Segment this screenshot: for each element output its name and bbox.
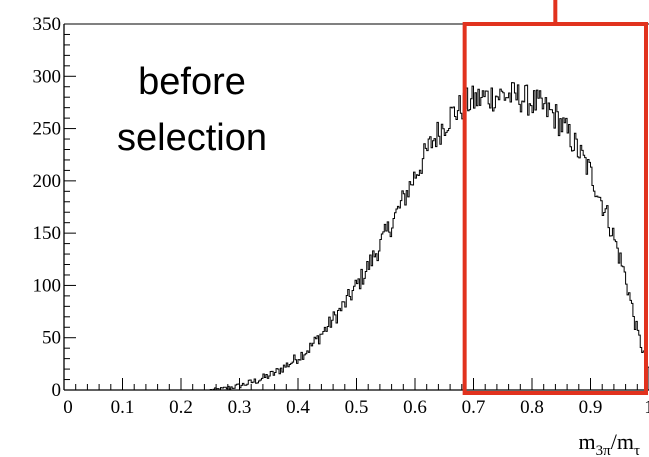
x-tick-label: 0.6	[403, 397, 427, 418]
x-tick-label: 0.1	[111, 397, 135, 418]
histogram-series	[64, 82, 649, 391]
x-tick-label: 0.5	[345, 397, 369, 418]
x-tick-label: 0.2	[169, 397, 193, 418]
x-tick-label: 0	[63, 397, 73, 418]
x-axis-title: m3π/mτ	[579, 429, 640, 457]
annotation-line-1: before	[138, 61, 246, 103]
y-tick-label: 150	[33, 223, 62, 244]
x-tick-label: 0.3	[228, 397, 252, 418]
x-tick-labels: 0 0.1 0.2 0.3 0.4 0.5 0.6 0.7 0.8 0.9 1	[63, 397, 649, 418]
x-tick-label: 1	[644, 397, 649, 418]
x-tick-label: 0.8	[520, 397, 544, 418]
y-tick-label: 200	[33, 171, 62, 192]
x-tick-label: 0.9	[579, 397, 603, 418]
x-tick-label: 0.7	[462, 397, 486, 418]
y-tick-label: 100	[33, 275, 62, 296]
y-tick-label: 0	[52, 380, 62, 401]
x-tick-label: 0.4	[286, 397, 310, 418]
axis-ticks	[63, 23, 649, 391]
y-tick-label: 250	[33, 119, 62, 140]
y-tick-label: 350	[33, 14, 62, 35]
y-tick-label: 50	[42, 328, 61, 349]
y-tick-labels: 0 50 100 150 200 250 300 350	[33, 14, 62, 401]
annotation-line-2: selection	[117, 117, 267, 159]
highlight-box	[462, 22, 648, 395]
y-tick-label: 300	[33, 66, 62, 87]
